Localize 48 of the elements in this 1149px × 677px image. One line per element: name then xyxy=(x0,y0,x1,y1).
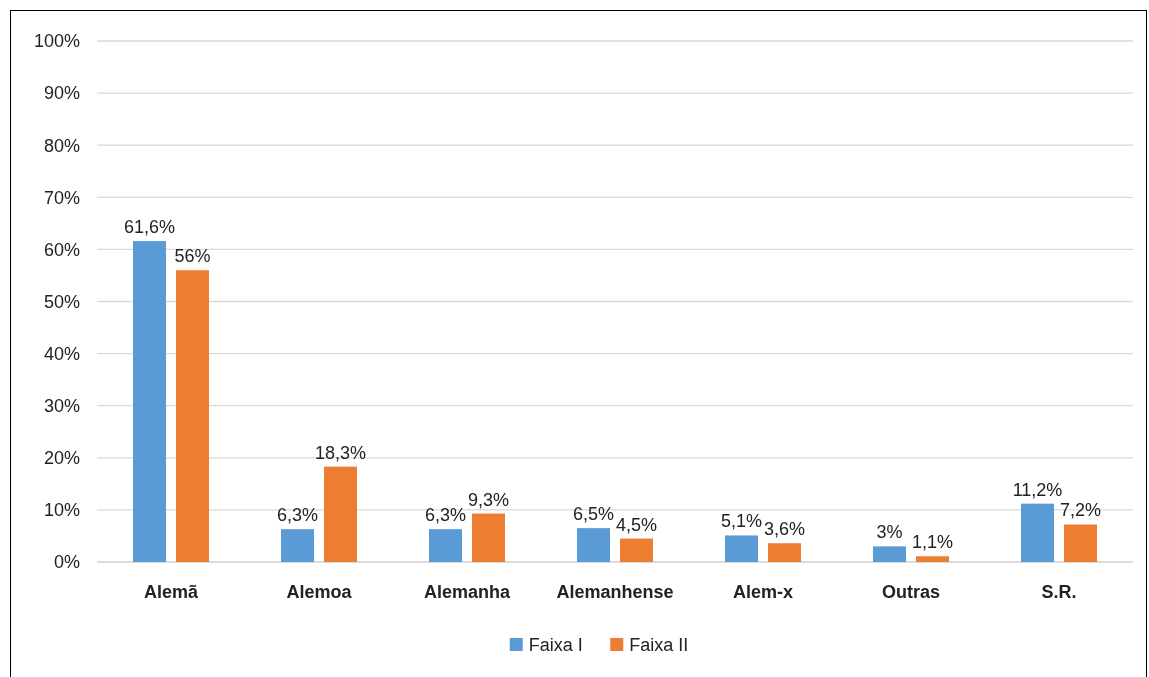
bar xyxy=(1021,503,1054,562)
x-tick-label: Alemã xyxy=(143,582,199,602)
bar xyxy=(472,513,505,562)
data-label: 11,2% xyxy=(1012,479,1063,500)
x-tick-label: Alemoa xyxy=(286,582,353,602)
y-tick-label: 30% xyxy=(43,396,80,416)
data-label: 56% xyxy=(174,246,211,267)
data-label: 61,6% xyxy=(123,217,176,238)
x-tick-label: Alemanhense xyxy=(556,582,674,602)
y-tick-label: 50% xyxy=(43,291,80,312)
bar xyxy=(873,546,906,562)
bar xyxy=(577,528,610,562)
data-label: 7,2% xyxy=(1059,500,1102,521)
y-tick-label: 80% xyxy=(43,135,80,156)
bar xyxy=(620,538,653,562)
bar xyxy=(324,466,357,562)
data-label: 1,1% xyxy=(911,532,954,553)
y-tick-label: 0% xyxy=(53,552,80,573)
y-tick-label: 20% xyxy=(43,448,80,469)
data-label: 9,3% xyxy=(467,489,510,510)
y-tick-label: 90% xyxy=(43,83,80,104)
y-tick-label: 100% xyxy=(33,31,80,52)
data-label: 18,3% xyxy=(314,442,367,463)
x-tick-label: S.R. xyxy=(1041,582,1077,602)
y-tick-label: 40% xyxy=(43,343,80,364)
y-tick-label: 10% xyxy=(43,500,80,521)
data-label: 6,3% xyxy=(276,505,319,526)
data-label: 4,5% xyxy=(615,514,658,535)
legend-label: Faixa I xyxy=(528,635,583,656)
data-label: 6,3% xyxy=(424,505,467,526)
bar xyxy=(916,556,949,562)
bar xyxy=(429,529,462,562)
data-label: 3,6% xyxy=(763,519,806,540)
bar xyxy=(281,529,314,562)
bar xyxy=(768,543,801,562)
data-label: 6,5% xyxy=(572,504,615,525)
x-tick-label: Alemanha xyxy=(423,582,511,602)
bar xyxy=(176,270,209,562)
data-label: 3% xyxy=(876,522,903,543)
data-label: 5,1% xyxy=(720,511,763,532)
y-tick-label: 70% xyxy=(43,187,80,208)
bar xyxy=(133,241,166,562)
bar xyxy=(1064,524,1097,562)
x-tick-label: Alem-x xyxy=(732,582,794,602)
x-tick-label: Outras xyxy=(881,582,941,602)
y-tick-label: 60% xyxy=(43,239,80,260)
bar xyxy=(725,535,758,562)
legend-label: Faixa II xyxy=(629,635,689,656)
